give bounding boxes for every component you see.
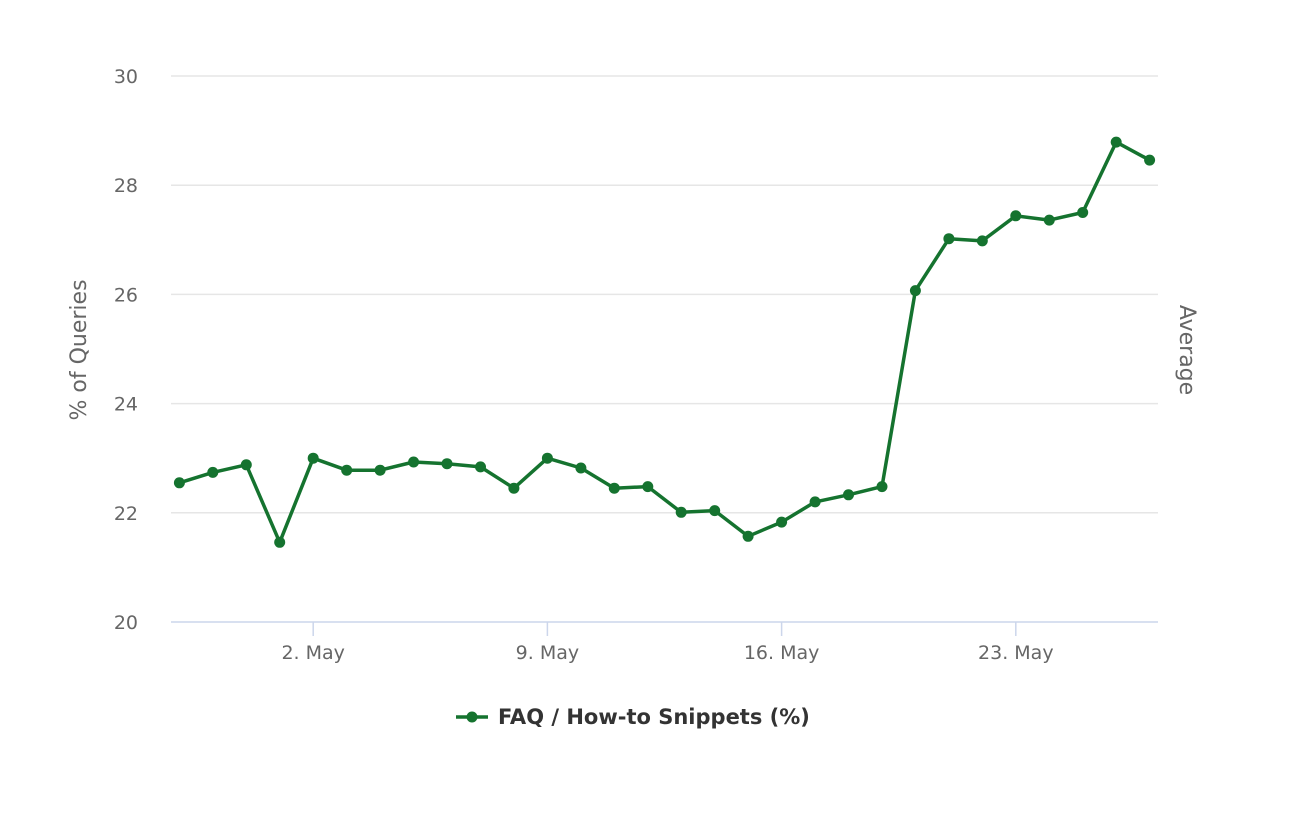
y-tick-label: 22 bbox=[114, 503, 138, 525]
data-point[interactable] bbox=[809, 496, 821, 508]
data-point[interactable] bbox=[207, 466, 219, 478]
data-point[interactable] bbox=[1144, 154, 1156, 166]
x-tick-label: 2. May bbox=[281, 642, 344, 664]
data-point[interactable] bbox=[1043, 214, 1055, 226]
x-tick-label: 16. May bbox=[744, 642, 820, 664]
data-point[interactable] bbox=[475, 461, 486, 473]
y-axis-title-right: Average bbox=[1174, 305, 1199, 395]
data-point[interactable] bbox=[608, 482, 620, 494]
legend[interactable]: FAQ / How-to Snippets (%) bbox=[456, 705, 810, 729]
data-point[interactable] bbox=[943, 233, 955, 245]
data-point[interactable] bbox=[274, 536, 286, 548]
data-point[interactable] bbox=[508, 482, 520, 494]
data-point[interactable] bbox=[909, 285, 921, 297]
data-point[interactable] bbox=[307, 452, 319, 464]
y-axis-title: % of Queries bbox=[67, 279, 92, 420]
series-line bbox=[177, 140, 1152, 545]
y-axis-ticks: 20 22 24 26 28 30 bbox=[114, 66, 138, 634]
data-point[interactable] bbox=[374, 464, 386, 476]
y-tick-label: 28 bbox=[114, 175, 138, 197]
x-axis-ticks: 2. May 9. May 16. May 23. May bbox=[281, 622, 1054, 664]
y-tick-label: 20 bbox=[114, 612, 138, 634]
data-point[interactable] bbox=[575, 462, 587, 474]
data-point[interactable] bbox=[776, 516, 788, 528]
data-point[interactable] bbox=[742, 530, 754, 542]
data-point[interactable] bbox=[675, 506, 687, 518]
legend-label: FAQ / How-to Snippets (%) bbox=[498, 705, 810, 729]
data-point[interactable] bbox=[876, 481, 888, 493]
series-group bbox=[173, 136, 1156, 548]
data-point[interactable] bbox=[541, 452, 553, 464]
data-point[interactable] bbox=[1077, 207, 1089, 218]
data-point[interactable] bbox=[341, 464, 353, 476]
data-point[interactable] bbox=[843, 489, 854, 501]
legend-marker-icon bbox=[466, 711, 478, 723]
data-point[interactable] bbox=[1010, 210, 1022, 222]
y-tick-label: 24 bbox=[114, 394, 138, 416]
grid-lines bbox=[171, 75, 1158, 514]
x-tick-label: 9. May bbox=[516, 642, 579, 664]
data-point[interactable] bbox=[642, 481, 654, 493]
data-point[interactable] bbox=[709, 505, 721, 517]
data-point[interactable] bbox=[441, 458, 453, 470]
y-tick-label: 26 bbox=[114, 284, 138, 306]
data-point[interactable] bbox=[1110, 136, 1122, 148]
data-point[interactable] bbox=[173, 477, 185, 489]
x-tick-label: 23. May bbox=[978, 642, 1054, 664]
data-point[interactable] bbox=[240, 459, 252, 471]
data-point[interactable] bbox=[408, 456, 420, 468]
data-point[interactable] bbox=[976, 235, 988, 247]
y-tick-label: 30 bbox=[114, 66, 138, 88]
